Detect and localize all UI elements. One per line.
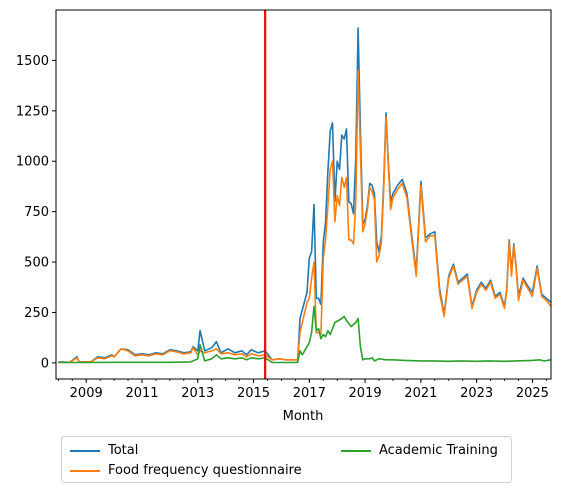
legend-label-food-frequency: Food frequency questionnaire [108, 463, 302, 478]
x-axis-label: Month [283, 409, 324, 424]
x-tick-label: 2019 [349, 386, 382, 401]
x-tick-label: 2011 [125, 386, 158, 401]
x-axis: 2009 2011 2013 2015 2017 2019 2021 2023 2025 [57, 379, 549, 401]
x-tick-label: 2013 [181, 386, 214, 401]
y-tick-label: 250 [24, 306, 49, 321]
x-tick-label: 2009 [70, 386, 103, 401]
legend-swatch-academic-training [341, 449, 371, 452]
x-tick-label: 2017 [293, 386, 326, 401]
y-axis: 0 250 500 750 1000 1250 1500 [16, 54, 56, 371]
y-tick-label: 1500 [16, 54, 49, 69]
plot-frame [55, 9, 552, 380]
legend-label-total: Total [108, 443, 139, 458]
series-line-academic-training [58, 305, 552, 364]
x-tick-label: 2023 [460, 386, 493, 401]
y-tick-label: 750 [24, 205, 49, 220]
y-tick-label: 0 [41, 356, 49, 371]
x-tick-label: 2025 [516, 386, 549, 401]
y-tick-label: 1250 [16, 104, 49, 119]
plot-area [58, 10, 552, 379]
legend: Total Food frequency questionnaire Acade… [61, 436, 512, 483]
legend-label-academic-training: Academic Training [379, 443, 498, 458]
y-tick-label: 500 [24, 256, 49, 271]
legend-swatch-food-frequency [70, 469, 100, 472]
x-tick-label: 2021 [404, 386, 437, 401]
legend-item-total: Total [70, 443, 138, 458]
legend-item-academic-training: Academic Training [341, 443, 498, 458]
legend-item-food-frequency: Food frequency questionnaire [70, 463, 302, 478]
y-tick-label: 1000 [16, 155, 49, 170]
legend-swatch-total [70, 449, 100, 452]
x-tick-label: 2015 [237, 386, 270, 401]
series-line-food-frequency-questionnaire [58, 69, 552, 364]
